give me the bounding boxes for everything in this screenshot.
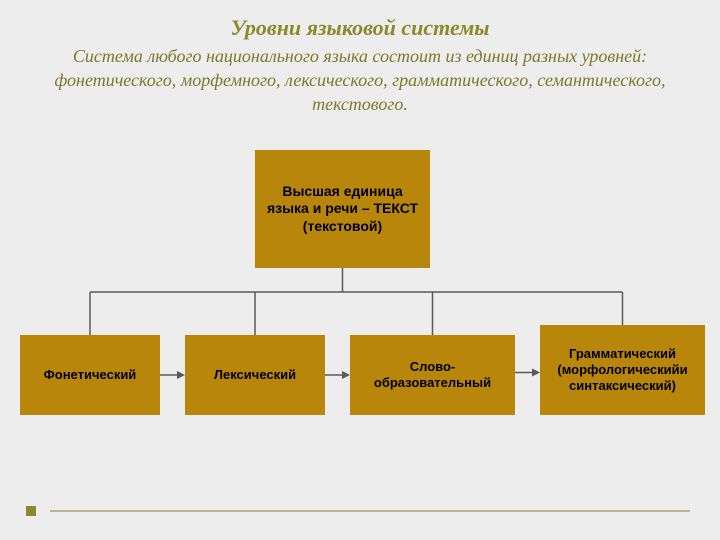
child-box-3: Грамматический (морфологическийи синтакс… — [540, 325, 705, 415]
root-box: Высшая единица языка и речи – ТЕКСТ (тек… — [255, 150, 430, 268]
child-box-2: Слово- образовательный — [350, 335, 515, 415]
footer-divider — [50, 510, 690, 512]
slide-title: Уровни языковой системы — [0, 0, 720, 42]
footer-bullet-icon — [26, 506, 36, 516]
slide: Уровни языковой системы Система любого н… — [0, 0, 720, 540]
child-box-0: Фонетический — [20, 335, 160, 415]
child-box-1: Лексический — [185, 335, 325, 415]
levels-diagram: Высшая единица языка и речи – ТЕКСТ (тек… — [0, 150, 720, 460]
slide-subtitle: Система любого национального языка состо… — [0, 42, 720, 117]
